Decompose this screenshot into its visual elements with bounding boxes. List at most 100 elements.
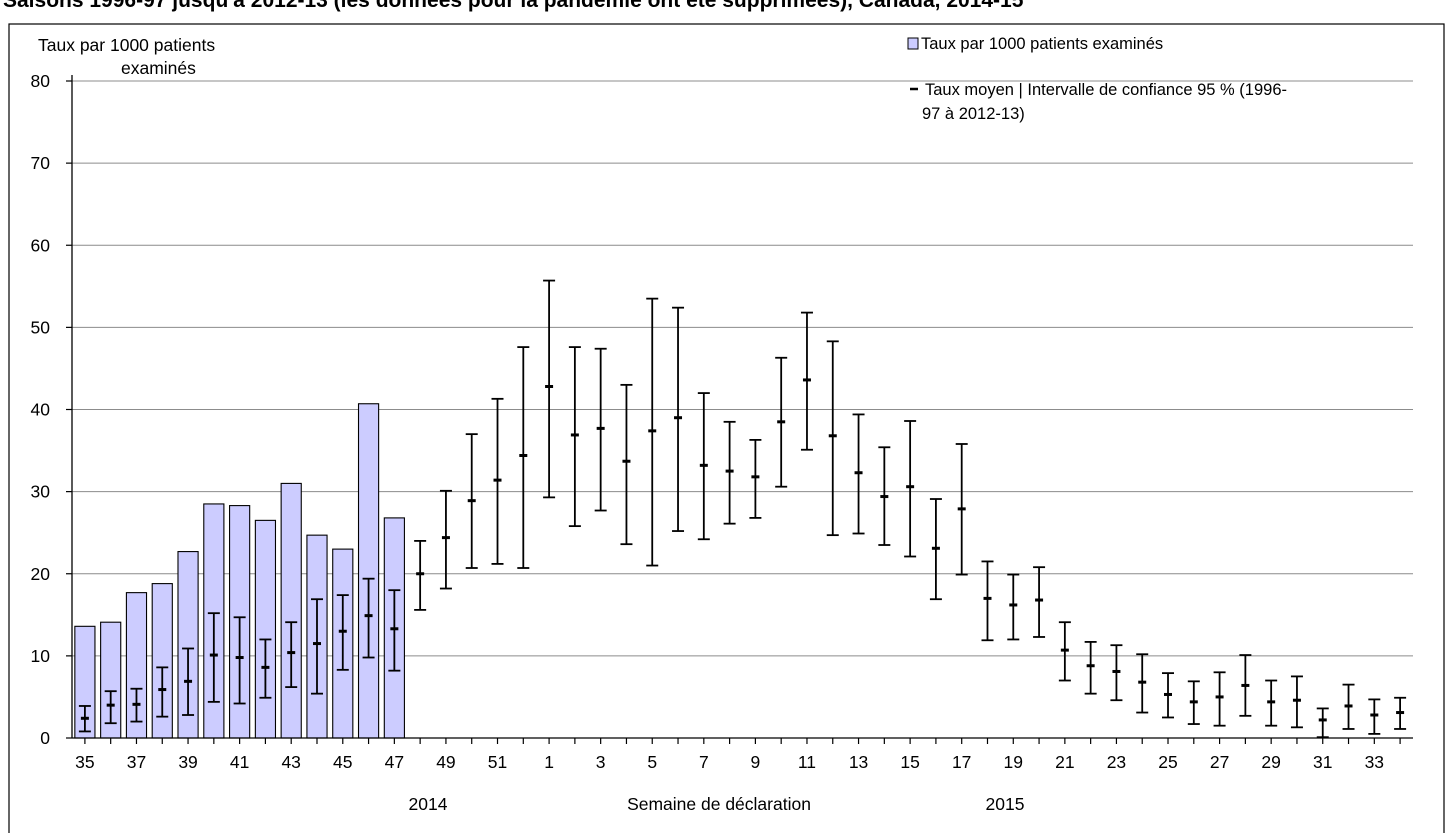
x-tick-label-19: 19 [1004, 752, 1023, 772]
errorbar-week-47 [388, 589, 401, 672]
errorbar-week-23 [1110, 644, 1123, 702]
errorbar-week-1 [543, 279, 556, 499]
errorbar-week-10 [775, 356, 788, 488]
y-tick-label-30: 30 [31, 482, 51, 502]
y-axis-label-line1: Taux par 1000 patients [38, 35, 215, 55]
x-tick-label-7: 7 [699, 752, 709, 772]
x-tick-label-23: 23 [1107, 752, 1126, 772]
errorbar-week-13 [852, 413, 865, 535]
bar-week-43 [280, 482, 302, 739]
errorbar-series [78, 279, 1407, 739]
x-tick-label-3: 3 [596, 752, 606, 772]
x-tick-label-41: 41 [230, 752, 249, 772]
errorbar-week-33 [1368, 698, 1381, 735]
errorbar-week-6 [672, 306, 685, 532]
x-tick-label-9: 9 [751, 752, 761, 772]
x-tick-label-27: 27 [1210, 752, 1229, 772]
axes [66, 75, 1413, 744]
x-tick-label-49: 49 [436, 752, 455, 772]
errorbar-week-46 [362, 577, 375, 659]
x-tick-label-17: 17 [952, 752, 971, 772]
x-tick-label-37: 37 [127, 752, 146, 772]
x-tick-label-1: 1 [544, 752, 554, 772]
year-label-2015: 2015 [986, 794, 1025, 814]
legend-bar-swatch [907, 37, 919, 50]
errorbar-week-9 [749, 438, 762, 519]
errorbar-week-41 [233, 616, 246, 705]
errorbar-week-52 [517, 346, 530, 569]
legend-bar-label: Taux par 1000 patients examinés [921, 35, 1163, 53]
x-tick-label-31: 31 [1313, 752, 1332, 772]
errorbar-week-37 [130, 687, 143, 723]
errorbar-week-27 [1213, 671, 1226, 727]
errorbar-week-26 [1187, 680, 1200, 725]
errorbar-week-8 [723, 420, 736, 525]
errorbar-week-14 [878, 446, 891, 546]
x-axis-title: Semaine de déclaration [627, 794, 811, 814]
errorbar-week-17 [955, 443, 968, 576]
y-tick-label-0: 0 [40, 728, 50, 748]
errorbar-week-49 [439, 489, 452, 590]
y-tick-label-60: 60 [31, 235, 51, 255]
errorbar-week-42 [259, 638, 272, 699]
y-tick-label-10: 10 [31, 646, 51, 666]
x-tick-label-45: 45 [333, 752, 352, 772]
errorbar-week-4 [620, 383, 633, 546]
errorbar-week-15 [904, 420, 917, 558]
errorbar-week-20 [1033, 566, 1046, 638]
chart-frame [8, 23, 1445, 833]
x-tick-label-43: 43 [281, 752, 300, 772]
errorbar-week-36 [104, 690, 117, 725]
errorbar-week-51 [491, 397, 504, 565]
errorbar-week-38 [156, 666, 169, 718]
x-tick-label-33: 33 [1365, 752, 1384, 772]
x-tick-label-21: 21 [1055, 752, 1074, 772]
x-tick-label-11: 11 [798, 752, 816, 772]
errorbar-week-28 [1239, 654, 1252, 717]
y-tick-label-20: 20 [31, 564, 51, 584]
legend-errorbar-label-line2: 97 à 2012-13) [922, 105, 1025, 123]
x-tick-label-51: 51 [488, 752, 507, 772]
x-tick-label-39: 39 [178, 752, 197, 772]
errorbar-week-50 [465, 433, 478, 569]
errorbar-week-11 [800, 311, 813, 451]
errorbar-week-24 [1136, 653, 1149, 714]
errorbar-week-48 [414, 540, 427, 611]
errorbar-week-16 [929, 498, 942, 601]
errorbar-week-32 [1342, 683, 1355, 730]
bar-week-46 [357, 403, 380, 739]
errorbar-week-7 [697, 392, 710, 541]
errorbar-week-2 [568, 346, 581, 528]
errorbar-week-35 [78, 705, 91, 733]
x-tick-label-47: 47 [385, 752, 404, 772]
errorbar-week-19 [1007, 573, 1020, 641]
errorbar-week-34 [1394, 696, 1407, 730]
errorbar-week-30 [1290, 675, 1303, 729]
errorbar-week-43 [285, 621, 298, 688]
errorbar-week-18 [981, 560, 994, 642]
errorbar-week-25 [1162, 672, 1175, 719]
errorbar-week-29 [1265, 679, 1278, 727]
y-axis-label-line2: examinés [121, 58, 196, 78]
chart-title: Saisons 1996-97 jusqu'à 2012-13 (les don… [3, 0, 1024, 12]
errorbar-week-5 [646, 297, 659, 567]
y-tick-label-70: 70 [31, 153, 51, 173]
bar-week-42 [254, 519, 277, 739]
legend-errorbar-label-line1: Taux moyen | Intervalle de confiance 95 … [925, 81, 1287, 99]
x-tick-label-29: 29 [1261, 752, 1280, 772]
x-tick-label-13: 13 [849, 752, 868, 772]
y-tick-label-50: 50 [31, 317, 51, 337]
year-label-2014: 2014 [409, 794, 448, 814]
y-tick-label-40: 40 [31, 400, 51, 420]
x-tick-label-5: 5 [647, 752, 657, 772]
errorbar-week-12 [826, 340, 839, 537]
x-tick-label-15: 15 [900, 752, 919, 772]
errorbar-week-31 [1316, 707, 1329, 739]
errorbar-week-40 [207, 612, 220, 703]
x-tick-label-25: 25 [1158, 752, 1177, 772]
errorbar-week-22 [1084, 641, 1097, 695]
errorbar-week-44 [310, 598, 323, 695]
x-tick-label-35: 35 [75, 752, 94, 772]
